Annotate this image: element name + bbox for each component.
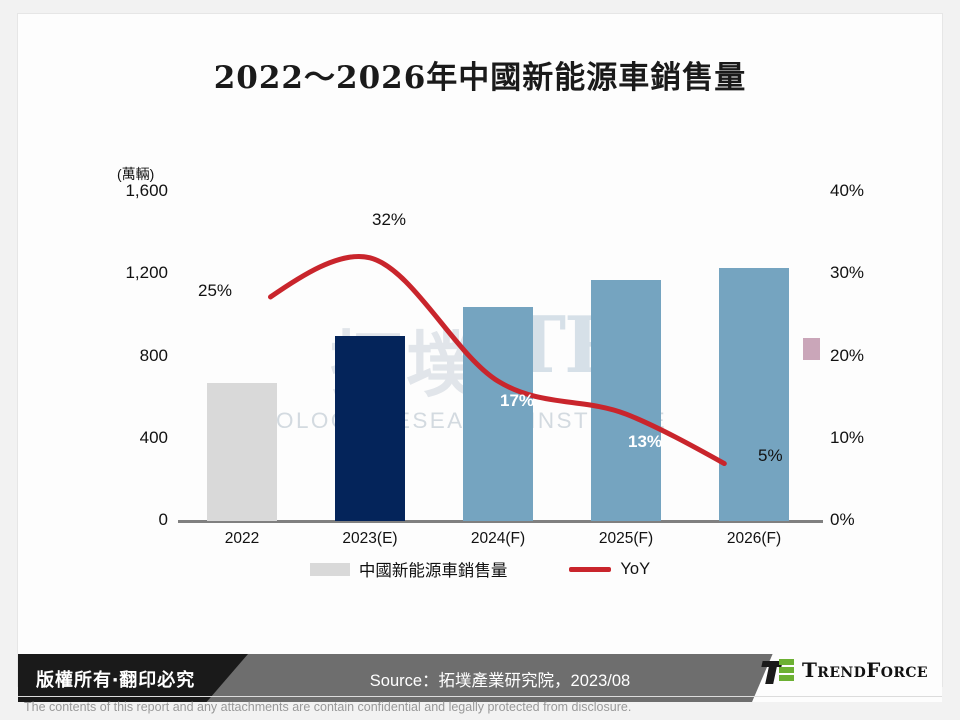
legend-item-line[interactable]: YoY [569,560,650,579]
yoy-label-2026(F): 5% [758,445,783,465]
yoy-line-path [239,253,757,483]
trendforce-logo: TrendForce [761,656,928,684]
y-axis-tick-label: 1,600 [125,181,168,200]
chart-legend: 中國新能源車銷售量 YoY [18,557,942,581]
footer-copyright-tab [18,654,248,702]
yoy-label-2022: 25% [198,281,233,301]
legend-line-label: YoY [620,559,651,578]
footer-source-text: Source：拓墣產業研究院，2023/08 [369,672,631,690]
x-axis-baseline [178,520,823,523]
legend-line-swatch-icon [569,566,612,572]
y-axis-tick-label: 1,200 [125,263,168,283]
bar-2025(F) [591,280,661,521]
trendforce-mark-icon [761,656,796,684]
y2-axis-tick-label: 40% [830,181,865,200]
trendforce-wordmark: TrendForce [802,658,928,682]
yoy-line-series [239,253,757,483]
yoy-label-2025(F): 13% [628,432,663,452]
y-axis-unit-label: (萬輛) [117,166,155,182]
y2-axis-tick-label: 20% [830,345,865,365]
yoy-label-2023(E): 32% [372,209,407,229]
footer-divider [18,696,942,697]
x-axis-tick-label: 2022 [224,530,260,547]
chart-plot-area: 25% 32% 17% 13% 5% [178,169,818,521]
slide-footer: 版權所有‧翻印必究 Source：拓墣產業研究院，2023/08 TrendFo… [0,640,960,720]
bar-2023(E) [335,335,405,521]
y-axis-tick-label: 0 [158,510,168,529]
footer-copyright-text: 版權所有‧翻印必究 [36,670,196,691]
page-title: 2022～2026年中國新能源車銷售量 [213,60,747,96]
footer-disclaimer: The contents of this report and any atta… [24,700,632,714]
y2-axis-tick-label: 10% [830,427,865,447]
y2-axis-tick-label: 0% [830,510,855,529]
y2-axis-tick-label: 30% [830,263,865,283]
y-axis-tick-label: 400 [139,427,168,447]
legend-item-bar[interactable]: 中國新能源車銷售量 [309,557,508,581]
legend-bar-swatch-icon [309,562,350,576]
yoy-label-2024(F): 17% [500,391,535,411]
bar-2024(F) [463,307,533,521]
legend-bar-label: 中國新能源車銷售量 [358,562,508,580]
x-axis-tick-label: 2026(F) [726,530,782,547]
x-axis-tick-label: 2025(F) [598,530,654,547]
bar-2022 [207,383,277,521]
slide-canvas: 2022～2026年中國新能源車銷售量 (萬輛) 0 400 800 1,200 1,6… [18,14,942,686]
x-axis-tick-label: 2023(E) [342,530,398,547]
bar-2026(F) [719,268,789,521]
y-axis-tick-label: 800 [139,345,168,365]
x-axis-tick-label: 2024(F) [470,530,526,547]
